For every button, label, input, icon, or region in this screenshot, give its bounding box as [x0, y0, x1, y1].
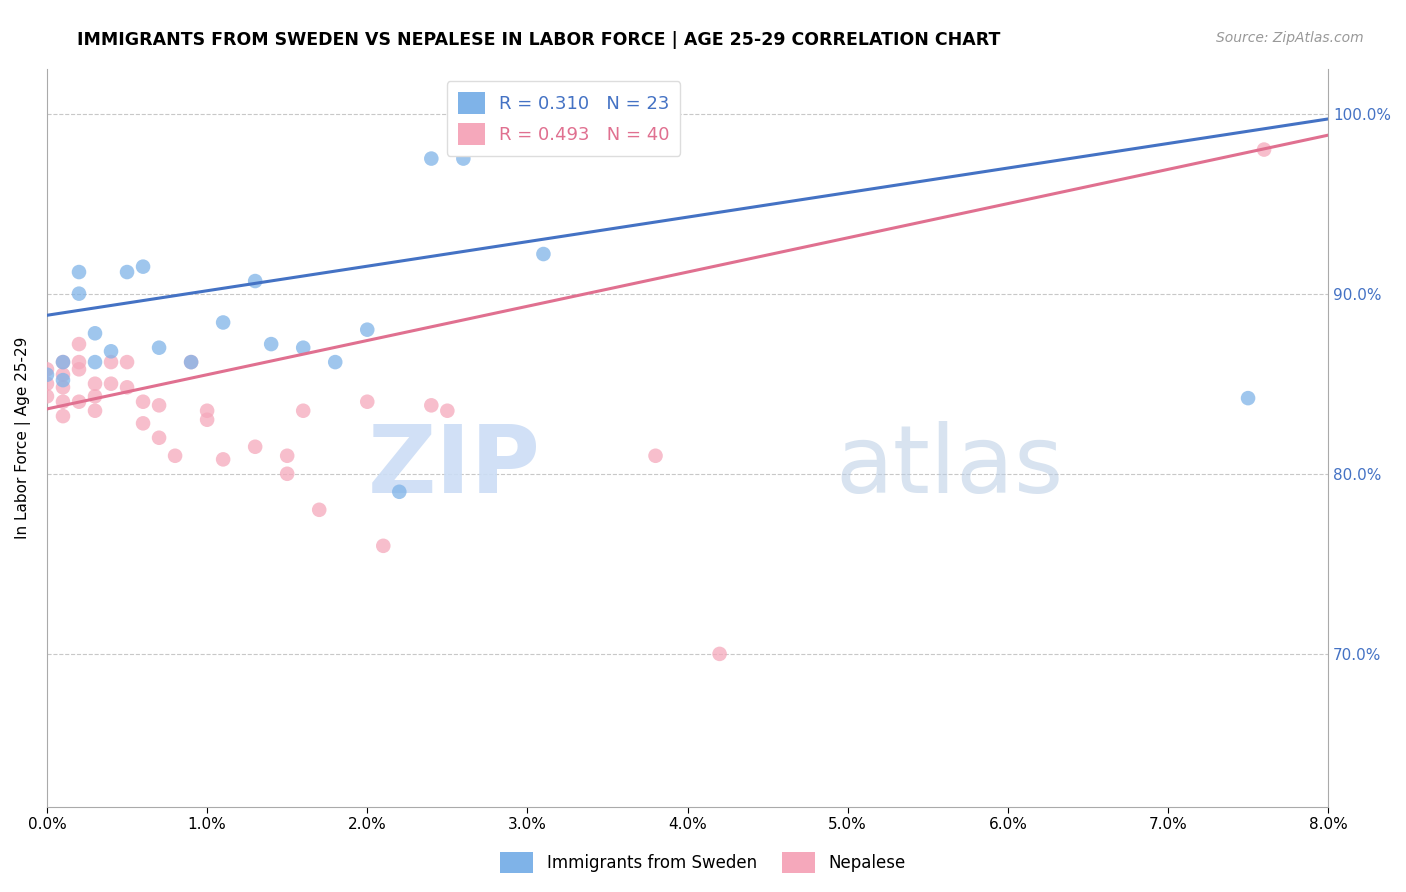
Point: [1253, 143, 1275, 157]
Point: [292, 403, 315, 417]
Point: [115, 265, 138, 279]
Point: [195, 413, 218, 427]
Text: IMMIGRANTS FROM SWEDEN VS NEPALESE IN LABOR FORCE | AGE 25-29 CORRELATION CHART: IMMIGRANTS FROM SWEDEN VS NEPALESE IN LA…: [77, 31, 1001, 49]
Point: [212, 316, 235, 330]
Point: [308, 503, 330, 517]
Point: [67, 394, 90, 409]
Point: [132, 260, 155, 274]
Point: [52, 373, 75, 387]
Point: [84, 326, 107, 341]
Point: [356, 394, 378, 409]
Text: ZIP: ZIP: [367, 421, 540, 513]
Point: [84, 376, 107, 391]
Point: [115, 380, 138, 394]
Legend: Immigrants from Sweden, Nepalese: Immigrants from Sweden, Nepalese: [494, 846, 912, 880]
Point: [420, 398, 443, 412]
Point: [67, 337, 90, 351]
Point: [180, 355, 202, 369]
Point: [195, 403, 218, 417]
Point: [388, 484, 411, 499]
Point: [115, 355, 138, 369]
Point: [100, 344, 122, 359]
Point: [453, 152, 475, 166]
Y-axis label: In Labor Force | Age 25-29: In Labor Force | Age 25-29: [15, 336, 31, 539]
Point: [323, 355, 346, 369]
Point: [212, 452, 235, 467]
Point: [132, 417, 155, 431]
Point: [260, 337, 283, 351]
Point: [1237, 391, 1260, 405]
Point: [52, 368, 75, 382]
Point: [67, 286, 90, 301]
Point: [52, 355, 75, 369]
Point: [67, 355, 90, 369]
Point: [84, 389, 107, 403]
Point: [52, 355, 75, 369]
Point: [533, 247, 555, 261]
Point: [67, 362, 90, 376]
Point: [132, 394, 155, 409]
Point: [35, 389, 58, 403]
Point: [709, 647, 731, 661]
Point: [276, 449, 298, 463]
Point: [35, 362, 58, 376]
Point: [52, 380, 75, 394]
Point: [148, 398, 170, 412]
Point: [356, 323, 378, 337]
Text: atlas: atlas: [835, 421, 1063, 513]
Point: [644, 449, 666, 463]
Point: [52, 394, 75, 409]
Point: [373, 539, 395, 553]
Point: [100, 376, 122, 391]
Point: [180, 355, 202, 369]
Point: [100, 355, 122, 369]
Point: [165, 449, 187, 463]
Point: [436, 403, 458, 417]
Point: [243, 440, 266, 454]
Legend: R = 0.310   N = 23, R = 0.493   N = 40: R = 0.310 N = 23, R = 0.493 N = 40: [447, 81, 681, 156]
Point: [148, 341, 170, 355]
Point: [148, 431, 170, 445]
Point: [420, 152, 443, 166]
Point: [276, 467, 298, 481]
Point: [52, 409, 75, 424]
Point: [84, 355, 107, 369]
Point: [35, 376, 58, 391]
Point: [35, 368, 58, 382]
Point: [243, 274, 266, 288]
Text: Source: ZipAtlas.com: Source: ZipAtlas.com: [1216, 31, 1364, 45]
Point: [292, 341, 315, 355]
Point: [67, 265, 90, 279]
Point: [84, 403, 107, 417]
